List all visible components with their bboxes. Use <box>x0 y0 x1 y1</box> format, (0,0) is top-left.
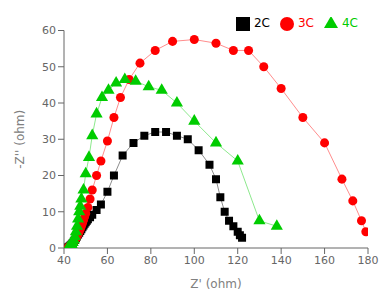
svg-text:0: 0 <box>49 242 56 255</box>
svg-text:100: 100 <box>184 254 205 267</box>
svg-text:-Z'' (ohm): -Z'' (ohm) <box>13 110 27 169</box>
svg-text:120: 120 <box>227 254 248 267</box>
svg-text:50: 50 <box>42 61 56 74</box>
svg-text:60: 60 <box>100 254 114 267</box>
html-text:3C: 3C <box>298 16 314 30</box>
svg-text:80: 80 <box>144 254 158 267</box>
svg-text:160: 160 <box>314 254 335 267</box>
html-text:4C: 4C <box>342 16 358 30</box>
svg-text:40: 40 <box>57 254 71 267</box>
svg-text:40: 40 <box>42 97 56 110</box>
svg-text:140: 140 <box>271 254 292 267</box>
svg-text:Z' (ohm): Z' (ohm) <box>190 277 241 291</box>
svg-text:180: 180 <box>358 254 379 267</box>
svg-text:20: 20 <box>42 169 56 182</box>
svg-text:60: 60 <box>42 24 56 37</box>
svg-text:10: 10 <box>42 206 56 219</box>
svg-text:30: 30 <box>42 133 56 146</box>
html-text:2C: 2C <box>254 16 270 30</box>
